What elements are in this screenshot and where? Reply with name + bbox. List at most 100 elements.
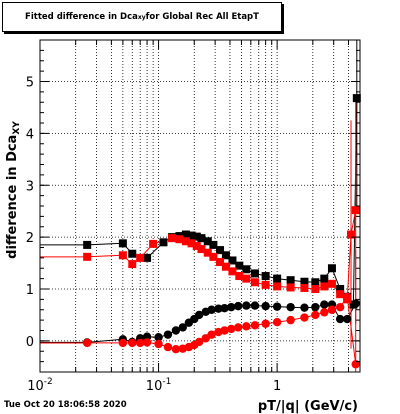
data-point-circle (311, 302, 320, 312)
data-point-square (300, 277, 309, 286)
data-point-square (352, 94, 361, 103)
data-point-square (159, 238, 168, 247)
data-point-circle (171, 344, 181, 354)
data-point-square (192, 232, 201, 241)
data-point-circle (207, 305, 216, 314)
data-point-square (242, 265, 251, 274)
data-point-circle (343, 314, 352, 324)
data-point-square (242, 274, 251, 283)
data-point-circle (311, 310, 320, 320)
data-point-square (118, 239, 127, 248)
data-point-square (235, 261, 244, 270)
data-point-square (221, 262, 230, 271)
data-point-square (320, 274, 329, 283)
data-point-square (149, 239, 158, 248)
data-point-circle (327, 305, 337, 314)
data-marks (82, 94, 361, 369)
data-point-square (286, 283, 295, 292)
data-point-circle (351, 299, 360, 308)
data-point-square (300, 283, 309, 292)
y-axis-label-subscript: XY (12, 121, 22, 135)
data-point-circle (242, 301, 251, 310)
y-axis-label-group: difference in DcaXY (5, 121, 22, 259)
data-point-square (143, 253, 152, 262)
data-point-circle (272, 302, 282, 311)
y-tick-label: 5 (26, 76, 34, 91)
x-tick-label: 1 (273, 379, 281, 394)
data-point-square (216, 246, 225, 255)
data-point-square (320, 282, 329, 291)
data-point-circle (261, 319, 270, 328)
data-point-square (336, 290, 345, 299)
data-point-square (187, 239, 196, 248)
data-point-circle (163, 330, 173, 339)
data-point-circle (214, 304, 223, 313)
y-axis-label: difference in DcaXY (5, 121, 22, 259)
data-point-square (228, 267, 237, 276)
data-point-circle (227, 324, 236, 334)
x-axis-label: pT/|q| (GeV/c) (258, 399, 358, 414)
data-point-square (181, 230, 190, 239)
data-point-square (136, 253, 145, 262)
data-point-square (168, 234, 177, 243)
data-point-square (228, 256, 237, 265)
data-point-square (209, 240, 218, 249)
data-point-circle (135, 338, 145, 348)
data-point-circle (286, 315, 295, 325)
data-point-square (209, 252, 218, 261)
data-point-square (197, 245, 206, 254)
y-tick-label: 4 (26, 127, 34, 142)
chart-title: Fitted difference in Dca xy for Global Re… (2, 2, 282, 32)
y-tick-label: 1 (26, 283, 34, 298)
data-point-square (273, 274, 282, 283)
data-point-square (327, 264, 336, 273)
title-subscript: xy (137, 13, 146, 21)
data-point-circle (154, 333, 163, 342)
data-point-circle (335, 314, 345, 324)
data-point-square (83, 252, 92, 261)
x-tick-label: 10-1 (146, 377, 172, 394)
data-point-circle (300, 303, 309, 312)
data-point-circle (242, 322, 251, 331)
data-point-circle (234, 301, 243, 311)
data-point-square (261, 280, 270, 289)
data-point-circle (300, 313, 309, 322)
data-point-circle (194, 337, 204, 347)
data-point-square (118, 251, 127, 260)
title-suffix: for Global Rec All EtapT (145, 12, 259, 22)
data-point-square (261, 272, 270, 281)
data-point-circle (194, 310, 204, 320)
data-point-square (203, 248, 212, 257)
data-point-circle (220, 326, 229, 335)
data-point-circle (118, 338, 128, 348)
data-point-square (311, 285, 320, 293)
data-point-square (311, 278, 320, 287)
data-point-circle (227, 302, 236, 312)
data-point-circle (220, 303, 229, 313)
data-point-square (128, 260, 137, 269)
data-point-circle (207, 330, 216, 339)
data-point-circle (82, 338, 92, 348)
data-point-square (286, 276, 295, 285)
data-point-circle (154, 339, 163, 349)
data-point-square (235, 272, 244, 281)
data-point-square (347, 230, 356, 239)
data-point-square (181, 237, 190, 246)
data-point-circle (250, 321, 260, 330)
data-point-square (221, 251, 230, 260)
plot-frame-bg (40, 40, 360, 372)
data-point-square (351, 206, 360, 215)
data-point-circle (335, 302, 345, 312)
data-point-square (197, 234, 206, 243)
data-point-circle (286, 302, 295, 312)
data-point-square (203, 237, 212, 246)
data-point-circle (163, 342, 173, 352)
title-main: Fitted difference in Dca (25, 12, 138, 22)
data-point-circle (234, 323, 243, 332)
data-point-square (250, 278, 259, 287)
axes: 10-2 10-1 1 0 1 2 3 4 5 (26, 39, 361, 394)
datestamp: Tue Oct 20 18:06:58 2020 (4, 400, 127, 410)
data-point-square (327, 279, 336, 288)
data-point-square (250, 269, 259, 278)
